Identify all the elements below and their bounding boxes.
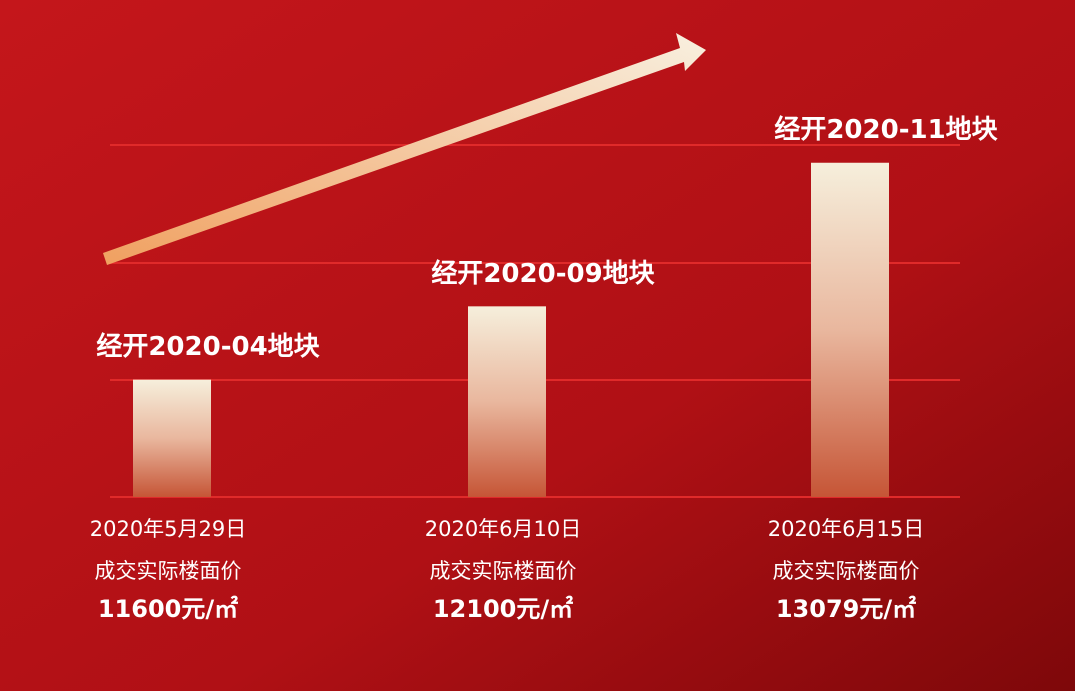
plot-label: 经开2020-04地块 [96,331,319,362]
caption: 成交实际楼面价 [95,559,242,583]
value-label: 11600元/㎡ [98,595,238,623]
value-label: 12100元/㎡ [433,595,573,623]
date-label: 2020年5月29日 [90,517,247,541]
bar [811,162,889,497]
bar [468,306,546,497]
bar [133,379,211,497]
caption: 成交实际楼面价 [430,559,577,583]
date-label: 2020年6月15日 [768,517,925,541]
plot-label: 经开2020-11地块 [774,114,997,145]
caption: 成交实际楼面价 [773,559,920,583]
value-label: 13079元/㎡ [776,595,916,623]
plot-label: 经开2020-09地块 [431,258,654,289]
date-label: 2020年6月10日 [425,517,582,541]
arrow [103,33,706,265]
trend-arrow [103,33,706,265]
